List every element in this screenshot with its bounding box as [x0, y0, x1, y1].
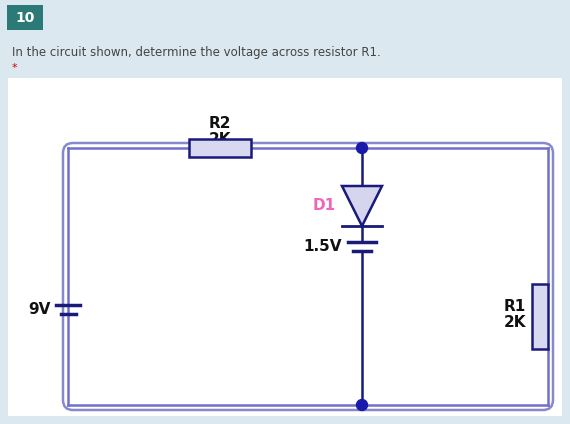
Text: R1: R1: [504, 299, 526, 314]
Circle shape: [356, 142, 368, 153]
Text: 1.5V: 1.5V: [303, 239, 342, 254]
Text: 9V: 9V: [28, 302, 51, 317]
FancyBboxPatch shape: [8, 78, 562, 416]
Text: R2: R2: [209, 116, 231, 131]
FancyBboxPatch shape: [532, 284, 548, 349]
FancyBboxPatch shape: [189, 139, 251, 157]
Text: 2K: 2K: [209, 132, 231, 147]
Circle shape: [356, 399, 368, 410]
FancyBboxPatch shape: [7, 5, 43, 30]
Text: 10: 10: [15, 11, 35, 25]
Polygon shape: [342, 186, 382, 226]
Text: 2K: 2K: [503, 315, 526, 330]
Text: In the circuit shown, determine the voltage across resistor R1.: In the circuit shown, determine the volt…: [12, 46, 381, 59]
Text: *: *: [12, 63, 18, 73]
Text: D1: D1: [313, 198, 336, 214]
